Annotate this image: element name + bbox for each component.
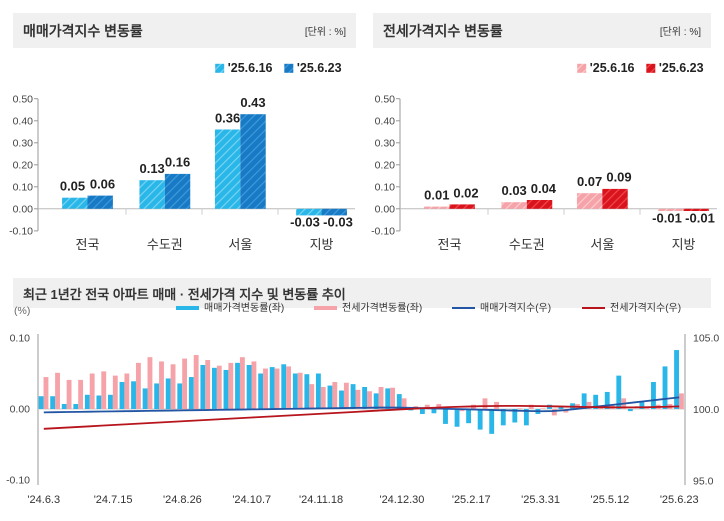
svg-text:0.40: 0.40 [13,116,34,128]
svg-text:0.50: 0.50 [13,94,34,106]
svg-text:0.00: 0.00 [10,404,31,416]
svg-text:'25.6.16: '25.6.16 [228,61,273,75]
svg-text:'25.5.12: '25.5.12 [590,494,629,506]
svg-text:(%): (%) [14,305,30,317]
svg-text:0.01: 0.01 [424,188,449,203]
svg-text:전세가격지수(우): 전세가격지수(우) [610,301,681,314]
svg-text:0.30: 0.30 [13,138,34,150]
svg-text:0.00: 0.00 [13,204,34,216]
svg-text:'24.10.7: '24.10.7 [232,494,271,506]
svg-text:'24.12.30: '24.12.30 [379,494,424,506]
svg-text:0.03: 0.03 [501,183,526,198]
svg-text:0.05: 0.05 [60,179,85,194]
svg-text:0.20: 0.20 [375,160,396,172]
svg-text:수도권: 수도권 [509,237,545,252]
svg-text:서울: 서울 [590,237,614,252]
svg-text:'24.11.18: '24.11.18 [299,494,343,506]
svg-text:'25.2.17: '25.2.17 [452,494,491,506]
svg-text:서울: 서울 [228,237,252,252]
svg-text:-0.10: -0.10 [9,226,33,238]
svg-text:100.0: 100.0 [693,404,719,416]
svg-text:0.50: 0.50 [375,94,396,106]
svg-text:-0.10: -0.10 [371,226,395,238]
svg-text:'24.6.3: '24.6.3 [27,494,60,506]
svg-text:0.13: 0.13 [139,161,164,176]
svg-text:-0.03: -0.03 [290,215,320,230]
svg-text:'25.6.23: '25.6.23 [660,494,699,506]
svg-text:'24.7.15: '24.7.15 [94,494,133,506]
svg-text:0.00: 0.00 [375,204,396,216]
svg-text:0.10: 0.10 [375,182,396,194]
svg-text:0.10: 0.10 [13,182,34,194]
svg-text:0.20: 0.20 [13,160,34,172]
svg-text:-0.01: -0.01 [652,211,682,226]
svg-text:0.07: 0.07 [577,174,602,189]
svg-text:'24.8.26: '24.8.26 [163,494,202,506]
svg-text:0.06: 0.06 [90,177,115,192]
svg-text:0.40: 0.40 [375,116,396,128]
svg-text:0.36: 0.36 [215,110,240,125]
svg-text:수도권: 수도권 [147,237,183,252]
svg-text:0.09: 0.09 [606,170,631,185]
svg-text:0.30: 0.30 [375,138,396,150]
svg-text:'25.6.23: '25.6.23 [659,61,704,75]
svg-text:전국: 전국 [76,237,100,252]
svg-text:-0.10: -0.10 [6,475,30,487]
svg-text:'25.6.16: '25.6.16 [590,61,635,75]
svg-text:0.04: 0.04 [531,181,557,196]
svg-text:매매가격지수(우): 매매가격지수(우) [480,301,551,314]
svg-text:0.43: 0.43 [240,95,265,110]
svg-text:'25.6.23: '25.6.23 [297,61,342,75]
svg-text:지방: 지방 [672,237,696,252]
svg-text:전세가격변동률(좌): 전세가격변동률(좌) [342,301,422,314]
svg-text:0.16: 0.16 [165,155,190,170]
svg-text:지방: 지방 [310,237,334,252]
svg-text:-0.03: -0.03 [323,215,353,230]
svg-text:매매가격변동률(좌): 매매가격변동률(좌) [204,301,284,314]
svg-text:105.0: 105.0 [693,333,719,345]
svg-text:전국: 전국 [438,237,462,252]
svg-text:0.02: 0.02 [453,185,478,200]
svg-text:-0.01: -0.01 [685,211,715,226]
svg-text:'25.3.31: '25.3.31 [521,494,560,506]
svg-text:0.10: 0.10 [10,333,31,345]
svg-text:95.0: 95.0 [693,476,714,488]
